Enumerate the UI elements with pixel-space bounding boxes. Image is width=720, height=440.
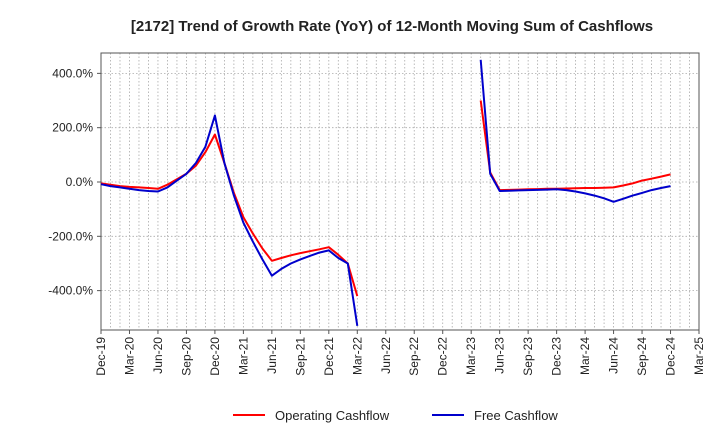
x-tick-label: Sep-23 bbox=[521, 337, 535, 376]
y-tick-label: 0.0% bbox=[66, 175, 94, 189]
x-tick-label: Dec-20 bbox=[208, 337, 222, 376]
plot-area bbox=[100, 52, 700, 331]
y-tick-label: -400.0% bbox=[48, 284, 93, 298]
free-cashflow-line bbox=[479, 59, 671, 203]
x-tick-label: Mar-25 bbox=[692, 337, 706, 375]
x-tick-label: Jun-21 bbox=[265, 337, 279, 374]
series-lines bbox=[100, 59, 671, 327]
x-tick-label: Dec-24 bbox=[664, 337, 678, 376]
x-tick-label: Jun-22 bbox=[379, 337, 393, 374]
y-axis: 400.0% 200.0% 0.0% -200.0% -400.0% bbox=[48, 66, 101, 298]
x-axis: Dec-19 Mar-20 Jun-20 Sep-20 Dec-20 Mar-21 Jun-… bbox=[94, 330, 706, 376]
x-tick-label: Mar-21 bbox=[236, 337, 250, 375]
x-tick-label: Jun-23 bbox=[493, 337, 507, 374]
x-tick-label: Sep-21 bbox=[293, 337, 307, 376]
operating-cashflow-line bbox=[100, 133, 359, 297]
legend-label: Free Cashflow bbox=[474, 408, 558, 423]
x-tick-label: Sep-24 bbox=[635, 337, 649, 376]
x-tick-label: Dec-21 bbox=[322, 337, 336, 376]
x-tick-label: Mar-20 bbox=[122, 337, 136, 375]
x-tick-label: Jun-20 bbox=[151, 337, 165, 374]
free-cashflow-line bbox=[100, 114, 359, 327]
x-tick-label: Mar-24 bbox=[578, 337, 592, 375]
legend: Operating Cashflow Free Cashflow bbox=[233, 408, 558, 423]
y-tick-label: -200.0% bbox=[48, 229, 93, 243]
x-tick-label: Mar-23 bbox=[464, 337, 478, 375]
x-tick-label: Dec-23 bbox=[550, 337, 564, 376]
x-tick-label: Dec-19 bbox=[94, 337, 108, 376]
x-tick-label: Sep-22 bbox=[407, 337, 421, 376]
y-tick-label: 400.0% bbox=[52, 66, 93, 80]
x-tick-label: Dec-22 bbox=[436, 337, 450, 376]
x-tick-label: Mar-22 bbox=[350, 337, 364, 375]
y-tick-label: 200.0% bbox=[52, 121, 93, 135]
x-tick-label: Sep-20 bbox=[179, 337, 193, 376]
chart-title: [2172] Trend of Growth Rate (YoY) of 12-… bbox=[131, 18, 653, 35]
x-tick-label: Jun-24 bbox=[607, 337, 621, 374]
grid bbox=[101, 53, 699, 330]
legend-label: Operating Cashflow bbox=[275, 408, 390, 423]
